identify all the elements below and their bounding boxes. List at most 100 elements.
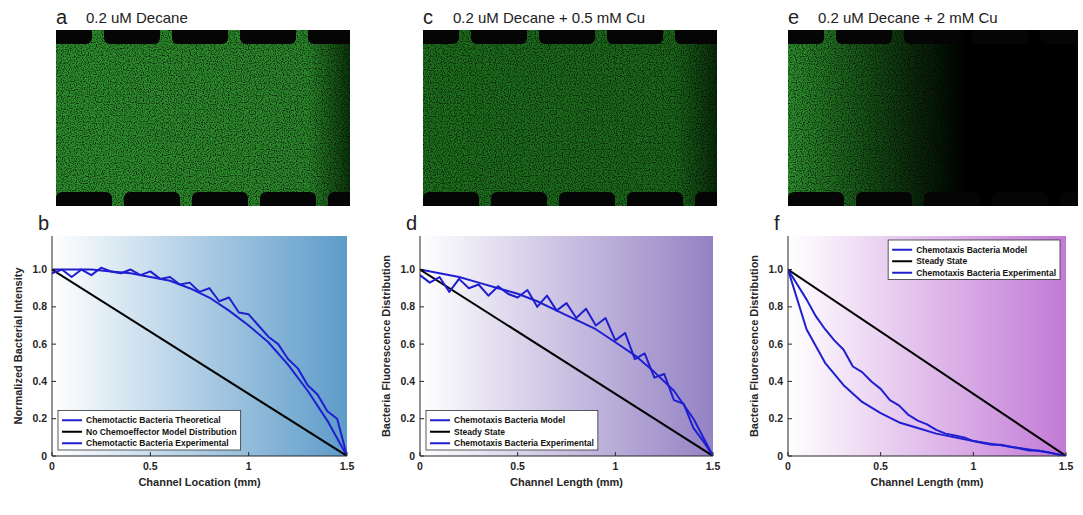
- x-tick-label: 0.5: [510, 460, 525, 472]
- y-tick: [52, 381, 56, 382]
- pillar: [124, 192, 180, 206]
- legend-swatch: [62, 419, 82, 421]
- y-tick-label: 0.4: [32, 375, 47, 387]
- panel-title: 0.2 uM Decane: [86, 9, 188, 26]
- legend-label: Steady State: [916, 256, 967, 266]
- y-tick: [52, 269, 56, 270]
- x-tick: [880, 452, 881, 456]
- pillar: [972, 30, 1028, 44]
- y-tick-label: 1.0: [400, 263, 415, 275]
- image-body: [423, 30, 717, 206]
- x-tick-label: 1: [612, 460, 618, 472]
- data-line: [788, 270, 1066, 456]
- legend-swatch: [430, 419, 450, 421]
- figure-svg: a 0.2 uM Decane c 0.2 uM Decane + 0.5 mM Cu…: [0, 0, 1083, 515]
- data-line: [52, 268, 347, 456]
- legend-swatch: [892, 272, 912, 274]
- x-tick: [52, 452, 53, 456]
- pillar: [1060, 192, 1078, 206]
- y-tick: [52, 344, 56, 345]
- legend-swatch: [62, 442, 82, 444]
- pillar: [56, 30, 92, 44]
- pillar: [172, 30, 228, 44]
- image-body: [788, 30, 1078, 206]
- y-tick-label: 0: [777, 450, 783, 462]
- y-axis-line: [788, 236, 789, 456]
- panel-letter: a: [56, 6, 68, 28]
- y-tick-label: 0.2: [400, 412, 415, 424]
- legend-label: Chemotaxis Bacteria Model: [916, 245, 1027, 255]
- pillar: [471, 30, 527, 44]
- y-tick-label: 0: [409, 450, 415, 462]
- data-line: [52, 270, 347, 456]
- y-tick-label: 0: [41, 450, 47, 462]
- image-panel: c 0.2 uM Decane + 0.5 mM Cu: [403, 6, 751, 212]
- series-group: [788, 270, 1066, 456]
- x-tick-label: 1.5: [340, 460, 355, 472]
- y-tick: [788, 381, 792, 382]
- legend-label: Steady State: [454, 427, 505, 437]
- y-tick-label: 0.6: [32, 338, 47, 350]
- x-axis-title: Channel Location (mm): [138, 476, 261, 488]
- y-tick: [420, 344, 424, 345]
- legend-swatch: [892, 249, 912, 251]
- data-line: [420, 270, 713, 456]
- image-body: [56, 30, 350, 206]
- pillar: [56, 192, 112, 206]
- plot-background: [788, 236, 1066, 456]
- y-tick: [788, 456, 792, 457]
- y-tick: [788, 418, 792, 419]
- legend: Chemotaxis Bacteria ModelSteady StateChe…: [426, 411, 598, 451]
- legend-label: Chemotaxis Bacteria Model: [454, 415, 565, 425]
- x-tick: [788, 452, 789, 456]
- data-line: [420, 270, 713, 456]
- image-speckle: [56, 30, 350, 206]
- y-tick-label: 0.4: [768, 375, 783, 387]
- legend-box: [888, 240, 1060, 280]
- x-tick-label: 1: [246, 460, 252, 472]
- pillar: [423, 30, 459, 44]
- x-tick: [713, 452, 714, 456]
- x-tick: [248, 452, 249, 456]
- x-tick-label: 0: [417, 460, 423, 472]
- y-tick-label: 0.4: [400, 375, 415, 387]
- x-tick: [347, 452, 348, 456]
- y-tick-label: 0.2: [32, 412, 47, 424]
- panel-title: 0.2 uM Decane + 0.5 mM Cu: [453, 9, 645, 26]
- pillar: [675, 30, 717, 44]
- y-tick: [52, 456, 56, 457]
- x-tick: [1066, 452, 1067, 456]
- x-tick-label: 0.5: [143, 460, 158, 472]
- pillar: [856, 192, 912, 206]
- plot-background: [420, 236, 713, 456]
- chart-panel: b00.511.500.20.40.60.81.0Channel Locatio…: [12, 212, 354, 488]
- chart-panel: d00.511.500.20.40.60.81.0Channel Length …: [380, 212, 720, 488]
- legend-swatch: [892, 260, 912, 262]
- y-tick-label: 0.6: [768, 338, 783, 350]
- panel-letter: c: [423, 6, 433, 28]
- y-tick-label: 0.8: [32, 300, 47, 312]
- legend-swatch: [430, 442, 450, 444]
- y-tick-label: 0.8: [400, 300, 415, 312]
- x-tick-label: 0: [49, 460, 55, 472]
- legend-label: No Chemoeffector Model Distribution: [86, 427, 237, 437]
- data-line: [420, 275, 713, 456]
- pillar: [104, 30, 160, 44]
- legend-label: Chemotactic Bacteria Theoretical: [86, 415, 221, 425]
- y-axis-line: [420, 236, 421, 456]
- image-background: [423, 30, 717, 206]
- y-axis-title: Bacteria Fluorescence Distribution: [748, 255, 760, 437]
- y-axis-title: Bacteria Fluorescence Distribution: [380, 255, 392, 437]
- y-tick: [788, 269, 792, 270]
- x-axis-title: Channel Length (mm): [870, 476, 983, 488]
- pillar: [788, 30, 824, 44]
- pillar: [788, 192, 844, 206]
- x-tick: [420, 452, 421, 456]
- legend-box: [58, 411, 241, 451]
- series-group: [52, 268, 347, 456]
- pillar: [607, 30, 663, 44]
- y-tick: [420, 269, 424, 270]
- pillar: [627, 192, 683, 206]
- y-tick: [52, 418, 56, 419]
- pillar: [836, 30, 892, 44]
